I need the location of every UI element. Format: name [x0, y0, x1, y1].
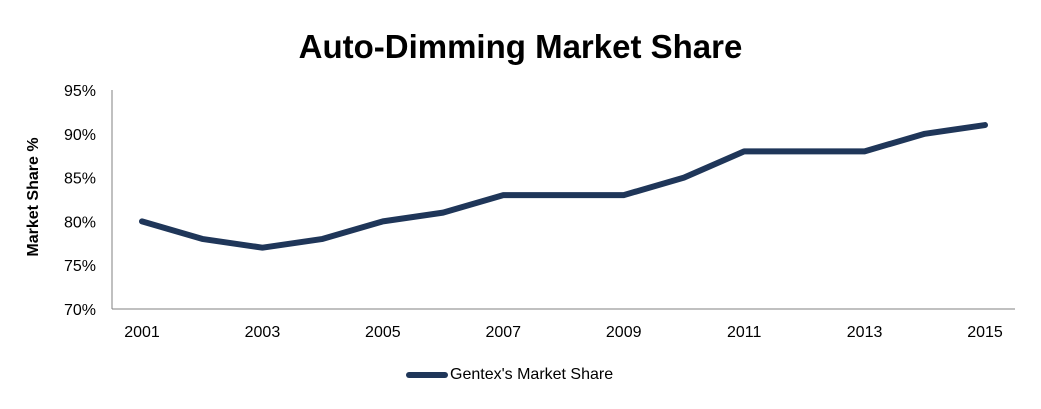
data-point — [141, 220, 143, 222]
x-tick-label: 2003 — [245, 324, 281, 341]
data-point — [864, 150, 866, 152]
legend-label: Gentex's Market Share — [450, 366, 614, 383]
x-tick-labels: 2001 2003 2005 2007 2009 2011 2013 2015 — [124, 324, 1003, 341]
data-point — [743, 150, 745, 152]
y-tick-label: 90% — [64, 127, 96, 144]
data-point — [442, 212, 444, 214]
y-tick-label: 85% — [64, 171, 96, 188]
series-layer — [139, 122, 988, 251]
y-tick-label: 95% — [64, 83, 96, 100]
series-line — [139, 122, 988, 251]
data-point — [502, 194, 504, 196]
data-point — [683, 177, 685, 179]
data-point — [382, 220, 384, 222]
data-point — [261, 247, 263, 249]
x-tick-label: 2005 — [365, 324, 401, 341]
data-point — [803, 150, 805, 152]
chart-title: Auto-Dimming Market Share — [298, 28, 743, 65]
data-point — [563, 194, 564, 196]
legend-swatch — [406, 372, 448, 378]
x-tick-label: 2001 — [124, 324, 160, 341]
data-point — [984, 124, 986, 126]
x-tick-label: 2015 — [967, 324, 1003, 341]
x-tick-label: 2013 — [847, 324, 883, 341]
data-point — [322, 238, 324, 240]
y-tick-label: 80% — [64, 214, 96, 231]
data-point — [623, 194, 625, 196]
x-tick-label: 2011 — [727, 324, 762, 341]
x-tick-label: 2007 — [485, 324, 521, 341]
axes — [111, 90, 1015, 310]
y-tick-label: 70% — [64, 302, 96, 319]
y-tick-labels: 70% 75% 80% 85% 90% 95% — [64, 83, 96, 319]
x-tick-label: 2009 — [606, 324, 642, 341]
y-tick-label: 75% — [64, 258, 96, 275]
data-point — [201, 238, 203, 240]
data-point — [924, 133, 926, 135]
legend: Gentex's Market Share — [406, 366, 613, 384]
